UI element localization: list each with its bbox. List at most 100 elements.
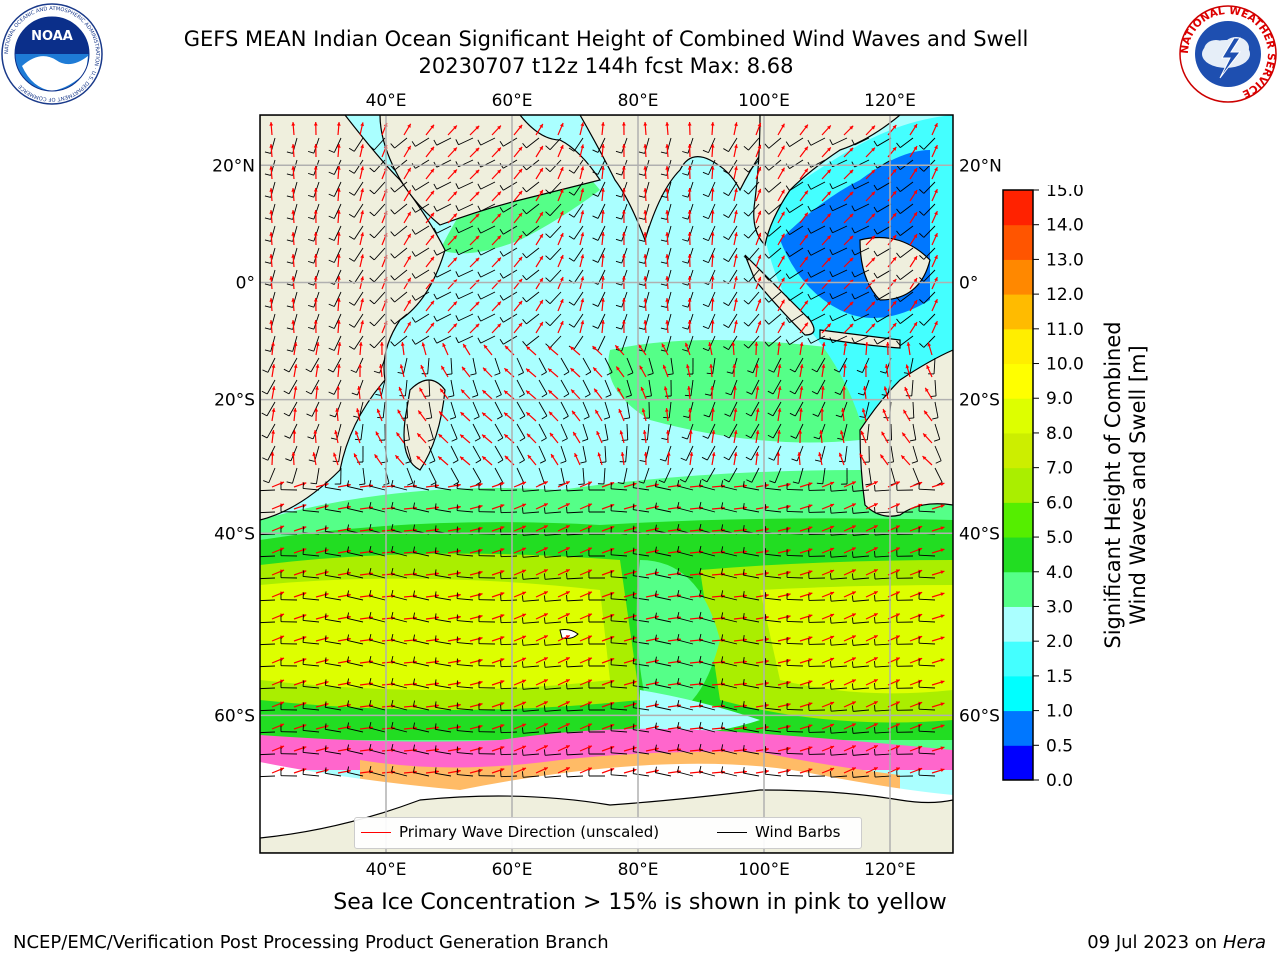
wind-barb — [457, 752, 474, 755]
wave-arrow-head — [571, 389, 575, 394]
wave-arrow-head — [777, 408, 782, 412]
wind-barb-flag — [768, 369, 774, 373]
wave-arrow-head — [731, 342, 736, 346]
wind-barb-flag — [638, 239, 645, 242]
wind-barb-flag — [874, 727, 876, 734]
wave-arrow-head — [873, 701, 878, 705]
wind-barb — [458, 269, 474, 278]
wave-arrow-head — [819, 430, 824, 434]
wind-barb-flag — [743, 321, 749, 327]
wind-barb-flag — [369, 611, 372, 619]
wind-barb — [526, 137, 540, 149]
wind-barb — [516, 379, 525, 395]
wave-arrow-head — [313, 298, 318, 302]
wind-barb-flag — [851, 271, 856, 278]
wind-barb-flag — [829, 683, 832, 690]
wind-barb — [500, 665, 518, 668]
wind-barb-flag — [369, 765, 372, 773]
wind-barb — [918, 510, 936, 513]
wind-barb-flag — [264, 217, 271, 220]
wind-barb — [353, 203, 364, 218]
wave-arrow-head — [781, 321, 785, 326]
wind-barb — [325, 618, 342, 623]
wind-barb-flag — [348, 235, 355, 240]
wind-barb-flag — [632, 569, 635, 576]
wave-arrow-head — [765, 703, 769, 708]
wind-barb-flag — [264, 173, 271, 176]
wind-barb-flag — [434, 657, 437, 664]
wave-arrow-head — [580, 232, 585, 237]
wind-barb-flag — [286, 305, 293, 308]
wind-barb — [545, 731, 562, 734]
wind-barb-flag — [348, 213, 355, 218]
wind-barb — [260, 555, 276, 558]
wave-arrow-head — [375, 431, 380, 436]
wind-barb-flag — [785, 251, 790, 257]
wind-barb — [288, 401, 298, 417]
wind-barb — [458, 181, 474, 190]
wind-barb — [334, 401, 342, 418]
wave-arrow-head — [687, 166, 692, 170]
wave-arrow-head — [497, 235, 501, 240]
wind-barb — [369, 683, 386, 689]
wave-arrow-head — [661, 343, 666, 348]
wind-barb-flag — [473, 416, 480, 420]
wind-barb-flag — [566, 726, 568, 733]
wind-barb-flag — [721, 634, 724, 641]
wave-arrow-head — [873, 525, 878, 529]
wind-barb-flag — [743, 255, 749, 261]
wind-barb — [472, 445, 482, 461]
wave-arrow-head — [478, 592, 483, 597]
wind-barb — [312, 423, 320, 440]
wind-barb — [538, 379, 548, 395]
wind-barb-flag — [541, 437, 547, 442]
wave-arrow-head — [665, 144, 670, 148]
colorbar-segment-0 — [1003, 745, 1033, 781]
wave-arrow-head — [453, 191, 457, 196]
wind-barb — [677, 727, 694, 733]
wind-barb-flag — [434, 745, 437, 752]
wind-barb-flag — [307, 260, 314, 264]
wind-barb — [325, 706, 342, 711]
wave-arrow-head — [580, 254, 585, 259]
wind-barb — [626, 401, 631, 418]
wind-barb-flag — [615, 194, 622, 198]
wind-barb — [288, 379, 298, 395]
wind-barb-flag — [660, 151, 667, 154]
colorbar-tick-13: 11.0 — [1046, 320, 1084, 340]
wave-arrow-head — [435, 571, 439, 576]
wind-barb-flag — [615, 150, 622, 154]
wind-barb-flag — [430, 481, 437, 486]
wave-arrow-head — [336, 386, 341, 390]
wind-barb — [743, 486, 760, 491]
wave-arrow-head — [757, 320, 762, 325]
wind-barb-flag — [677, 590, 680, 597]
wind-barb-flag — [412, 612, 416, 619]
wave-arrow-head — [765, 549, 769, 554]
wind-barb — [899, 269, 914, 281]
wave-arrow-head — [377, 386, 382, 391]
wind-barb-flag — [403, 439, 410, 442]
wind-barb-flag — [764, 341, 770, 347]
wind-barb-flag — [829, 551, 832, 558]
wind-barb-flag — [284, 435, 291, 439]
wind-barb — [310, 379, 320, 395]
wave-arrow-head — [871, 169, 876, 174]
wave-arrow-head — [665, 232, 670, 236]
wave-arrow-head — [413, 704, 417, 709]
wave-arrow-head — [526, 412, 531, 417]
wind-barb — [623, 467, 628, 484]
wave-arrow-head — [435, 703, 439, 708]
wave-arrow-head — [687, 298, 692, 302]
wind-barb-flag — [545, 277, 551, 283]
wave-arrow-head — [913, 168, 918, 173]
wind-barb-flag — [743, 233, 749, 239]
wave-arrow-head — [580, 144, 585, 149]
wind-barb — [934, 423, 941, 440]
wave-arrow-head — [643, 452, 648, 456]
wave-arrow-head — [940, 592, 945, 597]
wave-arrow-head — [293, 408, 297, 412]
wind-barb-flag — [455, 293, 459, 299]
wave-arrow-head — [864, 342, 869, 346]
wind-barb — [626, 423, 629, 441]
